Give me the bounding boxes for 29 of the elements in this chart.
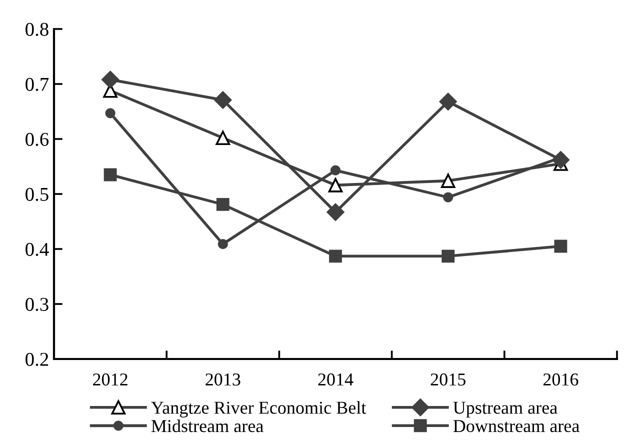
point <box>554 240 568 253</box>
point <box>105 108 116 118</box>
point <box>442 250 455 263</box>
y-tick-label: 0.7 <box>26 78 49 92</box>
legend-label: Yangtze River Economic Belt <box>151 401 366 418</box>
legend-label: Downstream area <box>453 420 580 432</box>
y-tick-label: 0.6 <box>26 132 49 146</box>
point <box>218 238 228 250</box>
x-tick-label: 2016 <box>543 373 578 386</box>
x-tick-label: 2013 <box>206 373 240 386</box>
point <box>326 203 344 221</box>
y-tick-label: 0.2 <box>26 352 48 366</box>
x-tick-label: 2014 <box>318 373 354 386</box>
y-tick-label: 0.4 <box>26 242 49 256</box>
point <box>443 192 454 202</box>
point <box>214 91 232 109</box>
x-tick-label: 2012 <box>93 373 128 386</box>
y-tick-label: 0.8 <box>26 22 48 36</box>
legend-label: Upstream area <box>453 402 558 418</box>
legend-label: Midstream area <box>151 419 264 432</box>
point <box>330 165 341 176</box>
point <box>102 70 120 88</box>
x-tick-label: 2015 <box>430 373 466 386</box>
point <box>104 168 117 182</box>
y-tick-label: 0.3 <box>26 298 48 312</box>
y-tick-label: 0.5 <box>26 188 48 202</box>
point <box>329 250 342 263</box>
point <box>439 92 457 110</box>
point <box>216 198 230 211</box>
